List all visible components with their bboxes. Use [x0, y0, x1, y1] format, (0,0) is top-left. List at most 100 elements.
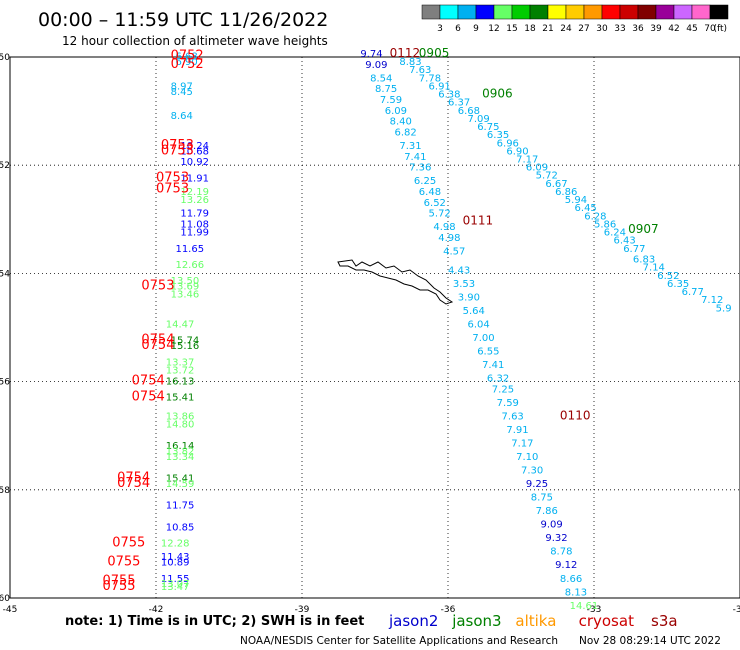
satellite-legend: jason2 jason3 altika cryosat s3a — [388, 612, 678, 630]
wave-height-value: 11.43 — [161, 552, 190, 563]
legend-swatch — [655, 4, 675, 20]
wave-height-value: 15.41 — [166, 474, 195, 485]
wave-height-value: 7.36 — [409, 163, 431, 174]
wave-height-value: 10.92 — [180, 157, 209, 168]
legend-bin-label: 39 — [650, 24, 662, 34]
wave-height-value: 6.25 — [414, 176, 436, 187]
satellite-name-jason2: jason2 — [388, 612, 438, 630]
wave-height-legend: 3 6 9 12 15 18 21 24 27 30 33 36 39 42 45 70(ft) — [421, 4, 729, 34]
legend-swatch — [421, 4, 441, 20]
wave-height-value: 6.68 — [175, 52, 197, 63]
pass-time-label: 0111 — [463, 214, 494, 228]
wave-height-value: 8.97 — [171, 81, 193, 92]
wave-height-value: 8.78 — [550, 547, 572, 558]
wave-height-value: 6.52 — [424, 198, 446, 209]
wave-height-value: 9.32 — [545, 533, 567, 544]
wave-height-value: 13.86 — [166, 411, 195, 422]
satellite-name-altika: altika — [515, 612, 556, 630]
pass-time-label: 0755 — [102, 579, 135, 594]
wave-height-value: 13.46 — [171, 290, 200, 301]
wave-height-value: 6.37 — [448, 98, 470, 109]
legend-bin-label: 12 — [488, 24, 499, 34]
wave-height-value: 12.66 — [175, 260, 204, 271]
wave-height-value: 8.45 — [171, 87, 193, 98]
legend-swatch — [439, 4, 459, 20]
wave-height-value: 13.72 — [166, 365, 195, 376]
wave-height-value: 9.12 — [555, 560, 577, 571]
legend-swatch — [673, 4, 693, 20]
legend-bin-label: 36 — [632, 24, 644, 34]
wave-height-value: 12.19 — [180, 187, 209, 198]
pass-time-label: 0754 — [132, 390, 165, 405]
wave-height-value: 4.43 — [448, 265, 470, 276]
wave-height-value: 13.37 — [166, 357, 195, 368]
wave-height-value: 9.25 — [526, 479, 548, 490]
wave-height-value: 6.38 — [438, 90, 460, 101]
wave-height-value: 15.74 — [171, 336, 200, 347]
wave-height-value: 7.17 — [516, 154, 538, 165]
wave-height-value: 5.72 — [429, 209, 451, 220]
pass-time-label: 0110 — [560, 408, 591, 422]
wave-height-value: 6.09 — [385, 106, 407, 117]
wave-height-value: 6.24 — [604, 228, 626, 239]
pass-time-label: 0754 — [141, 333, 174, 348]
wave-height-value: 6.32 — [487, 374, 509, 385]
wave-height-value: 8.66 — [560, 574, 582, 585]
wave-height-value: 7.59 — [380, 95, 402, 106]
wave-height-value: 7.78 — [419, 73, 441, 84]
wave-height-value: 13.26 — [180, 195, 209, 206]
pass-time-label: 0754 — [141, 338, 174, 353]
wave-height-value: 16.13 — [166, 376, 195, 387]
legend-bin-label: 70 — [704, 24, 716, 34]
wave-height-value: 8.64 — [171, 111, 193, 122]
wave-height-value: 4.98 — [438, 233, 460, 244]
pass-time-label: 0753 — [161, 143, 194, 158]
wave-height-value: 4.57 — [443, 246, 465, 257]
lat-tick-label: -58 — [0, 486, 10, 496]
map-title: 00:00 – 11:59 UTC 11/26/2022 — [38, 9, 328, 31]
middle-track-values: 9.749.098.548.757.596.098.406.827.317.41… — [360, 49, 598, 612]
wave-height-value: 7.12 — [701, 295, 723, 306]
pass-time-label: 0906 — [482, 87, 513, 101]
wave-height-value: 7.17 — [511, 439, 533, 450]
pass-time-label: 0753 — [161, 138, 194, 153]
wave-height-value: 6.77 — [623, 244, 645, 255]
lon-tick-label: -42 — [149, 605, 164, 615]
pass-time-label: 0753 — [141, 279, 174, 294]
legend-swatch — [565, 4, 585, 20]
legend-swatch — [547, 4, 567, 20]
plot-frame — [9, 56, 740, 599]
wave-height-value: 5.9 — [716, 303, 732, 314]
wave-height-value: 14.61 — [570, 601, 599, 612]
wave-height-value: 13.47 — [161, 582, 190, 593]
pass-time-label: 0754 — [117, 476, 150, 491]
wave-height-value: 16.14 — [166, 441, 195, 452]
legend-bin-label: 9 — [473, 24, 479, 34]
lat-tick-label: -54 — [0, 269, 10, 279]
wave-height-value: 7.63 — [409, 65, 431, 76]
wave-height-value: 7.00 — [472, 333, 494, 344]
wave-height-value: 7.63 — [502, 411, 524, 422]
wave-height-value: 6.75 — [477, 122, 499, 133]
legend-swatch — [691, 4, 711, 20]
legend-bin-label: 21 — [542, 24, 553, 34]
axis-tick-labels: -45 -42 -39 -36 -33 -30 -50 -52 -54 -56 -58 -60 — [0, 53, 740, 615]
pass-time-label: 0752 — [171, 57, 204, 72]
pass-time-label: 0112 — [390, 46, 421, 60]
legend-bin-label: 24 — [560, 24, 572, 34]
wave-height-value: 7.86 — [536, 506, 558, 517]
wave-height-value: 7.25 — [492, 384, 514, 395]
wave-height-value: 7.10 — [516, 452, 538, 463]
wave-height-value: 6.77 — [682, 287, 704, 298]
wave-height-value: 7.59 — [497, 398, 519, 409]
wave-height-value: 7.14 — [643, 263, 665, 274]
legend-swatch — [637, 4, 657, 20]
wave-height-value: 11.91 — [180, 173, 209, 184]
legend-swatch — [709, 4, 729, 20]
wave-height-value: 7.41 — [482, 360, 504, 371]
wave-height-value: 8.75 — [531, 493, 553, 504]
